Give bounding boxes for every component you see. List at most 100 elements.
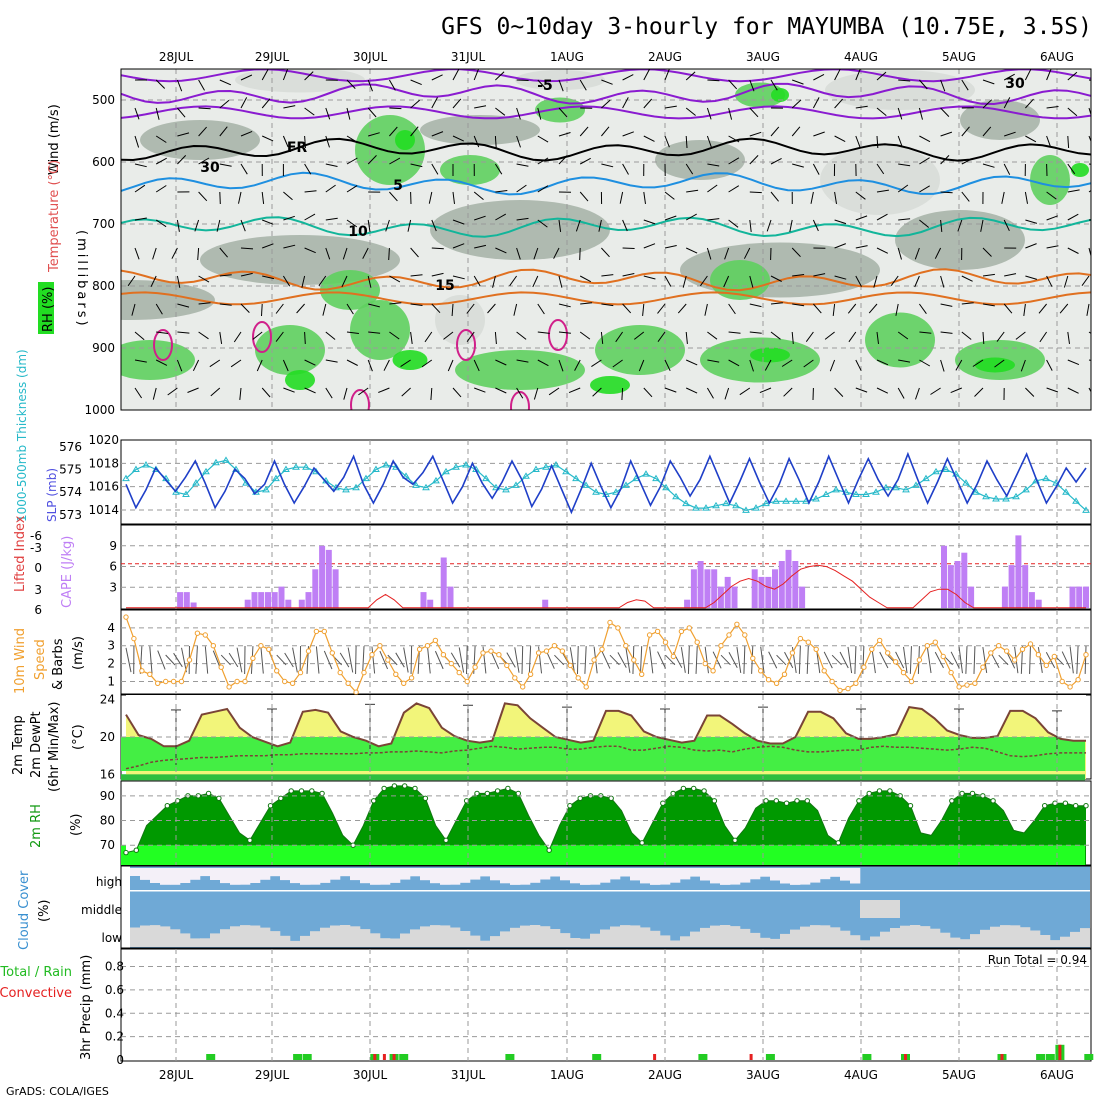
- wind-barb: [728, 157, 740, 165]
- wind-barb: [1038, 303, 1047, 314]
- contour-label: -5: [537, 78, 553, 94]
- rh-point: [907, 803, 914, 809]
- wind-barb-10m: [379, 650, 389, 670]
- wind-barb: [706, 135, 712, 148]
- level-divider: [700, 890, 711, 892]
- wind-barb: [219, 79, 231, 86]
- wind-barb: [346, 219, 358, 228]
- wind-barb: [1039, 331, 1048, 343]
- wind-barb-10m: [323, 650, 333, 670]
- rh-tick-label: 90: [100, 789, 115, 803]
- wind-barb: [452, 243, 465, 249]
- high-cloud-gap: [280, 868, 291, 881]
- wind-speed-point: [464, 678, 470, 685]
- pressure-axis-label: (millibars): [74, 230, 89, 329]
- date-label-top: 28JUL: [159, 50, 194, 64]
- level-divider: [1050, 890, 1061, 892]
- low-cloud-gap: [490, 936, 501, 947]
- level-divider: [520, 890, 531, 892]
- thickness-point: [662, 483, 670, 491]
- wind-barb: [325, 163, 338, 167]
- level-divider: [1040, 890, 1051, 892]
- low-cloud-gap: [790, 929, 801, 947]
- thickness-point: [202, 467, 210, 475]
- wind-speed-point: [869, 646, 875, 652]
- thickness-point: [712, 501, 720, 509]
- temp-16-band: [121, 774, 1085, 781]
- wind-speed-point: [908, 678, 915, 685]
- wind-barb: [940, 303, 953, 307]
- precip-convective-bar: [373, 1054, 377, 1060]
- high-cloud-gap: [650, 868, 661, 885]
- thickness-point: [1042, 474, 1050, 482]
- wind-speed-point: [345, 680, 351, 686]
- thickness-point: [422, 483, 430, 491]
- rh-point: [691, 785, 697, 792]
- li-tick-label: -3: [30, 541, 42, 555]
- cape-bar: [751, 569, 758, 608]
- wind-barb: [474, 244, 487, 249]
- wind-barb: [131, 303, 136, 316]
- wind-barb-10m: [521, 646, 524, 674]
- high-cloud-gap: [360, 868, 371, 884]
- wind-barb: [1025, 219, 1038, 224]
- cape-tick-label: 6: [109, 560, 117, 574]
- thickness-point: [352, 483, 360, 491]
- wind-barb: [240, 130, 253, 137]
- wind-barb-10m: [839, 651, 849, 669]
- wind-barb: [301, 275, 306, 288]
- dewpoint-line: [125, 745, 1086, 770]
- high-cloud-gap: [620, 868, 631, 877]
- rh-point: [980, 793, 986, 799]
- level-divider: [850, 890, 861, 892]
- wind-barb: [495, 359, 507, 366]
- wind-barb: [706, 387, 714, 399]
- wind-barb: [346, 331, 359, 334]
- wind-barb: [516, 387, 524, 399]
- wind-speed-point: [242, 678, 248, 685]
- level-divider: [900, 890, 911, 892]
- wind-barb: [876, 331, 879, 344]
- wind-speed-point: [385, 657, 391, 663]
- wind-barb: [341, 275, 348, 288]
- level-divider: [740, 890, 751, 892]
- level-divider: [450, 890, 461, 892]
- pressure-tick-label: 700: [92, 217, 115, 231]
- wind-barb: [791, 99, 802, 109]
- relative-humidity-panel: 70 80 90 2m RH (%): [29, 780, 1092, 866]
- wind-barb: [558, 275, 563, 288]
- temp-tick-label: 16: [100, 767, 115, 781]
- cape-lifted-index-panel: -6-3 0 3 6 9 6 3 Lifted Index CAPE (J/kg): [13, 515, 1092, 617]
- wind-barb-10m: [1029, 646, 1031, 674]
- wind-barb: [749, 359, 754, 372]
- cape-bar: [440, 557, 447, 608]
- wind-barb: [728, 135, 740, 143]
- high-cloud-gap: [220, 868, 231, 884]
- level-divider: [230, 890, 241, 892]
- wind-speed-point: [789, 650, 796, 656]
- level-divider: [530, 890, 541, 892]
- wind-barb: [770, 126, 780, 137]
- low-cloud-gap: [370, 933, 381, 947]
- cape-bar: [758, 576, 765, 608]
- high-cloud-gap: [840, 868, 851, 881]
- level-divider: [720, 890, 731, 892]
- thickness-point: [732, 501, 740, 509]
- wind-units-label: (m/s): [71, 636, 86, 670]
- date-label-bottom: 3AUG: [746, 1068, 780, 1082]
- wind-barb: [325, 217, 338, 221]
- wind-speed-point: [892, 659, 899, 665]
- wind-barb: [219, 247, 228, 258]
- wind-barb: [495, 247, 507, 254]
- wind-barb: [707, 218, 720, 221]
- wind-barb: [643, 275, 656, 280]
- wind-barb-10m: [639, 646, 643, 674]
- wind-speed-point: [956, 684, 962, 690]
- low-cloud-gap: [330, 925, 341, 947]
- cape-bar: [717, 586, 724, 608]
- high-cloud-gap: [260, 868, 271, 880]
- level-divider: [1010, 890, 1021, 892]
- rh-shading: [420, 115, 540, 145]
- level-divider: [1030, 890, 1041, 892]
- wind-barb: [982, 99, 993, 109]
